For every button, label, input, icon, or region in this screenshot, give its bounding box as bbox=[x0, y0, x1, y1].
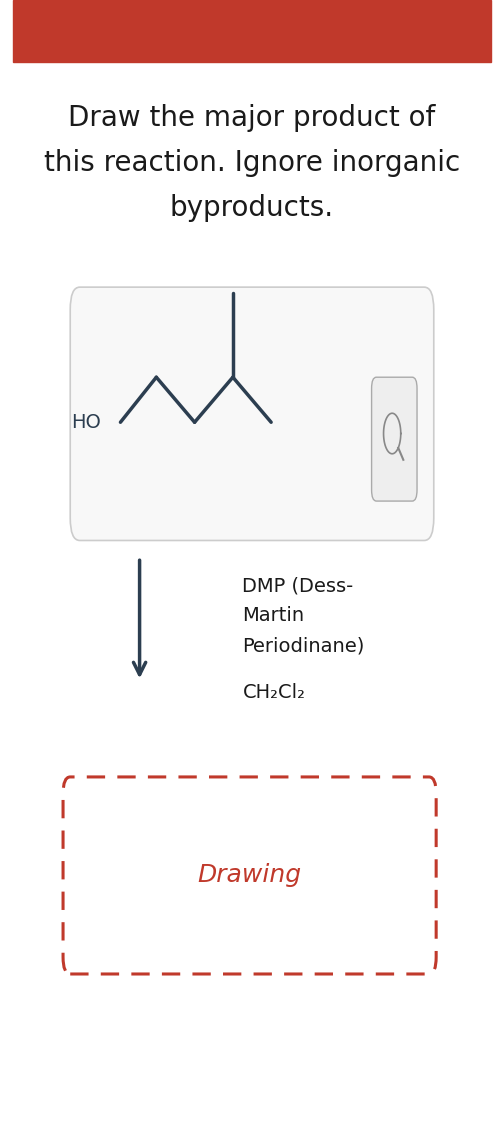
Text: CH₂Cl₂: CH₂Cl₂ bbox=[242, 683, 305, 701]
Text: DMP (Dess-: DMP (Dess- bbox=[242, 577, 354, 595]
Text: Drawing: Drawing bbox=[198, 864, 302, 887]
Text: this reaction. Ignore inorganic: this reaction. Ignore inorganic bbox=[44, 150, 460, 177]
Bar bbox=[13, 0, 491, 62]
Text: Martin: Martin bbox=[242, 607, 304, 625]
FancyBboxPatch shape bbox=[70, 287, 434, 540]
FancyBboxPatch shape bbox=[371, 377, 417, 501]
Text: Draw the major product of: Draw the major product of bbox=[69, 105, 435, 132]
Text: byproducts.: byproducts. bbox=[170, 195, 334, 222]
Text: Periodinane): Periodinane) bbox=[242, 637, 365, 655]
Text: HO: HO bbox=[72, 413, 101, 431]
